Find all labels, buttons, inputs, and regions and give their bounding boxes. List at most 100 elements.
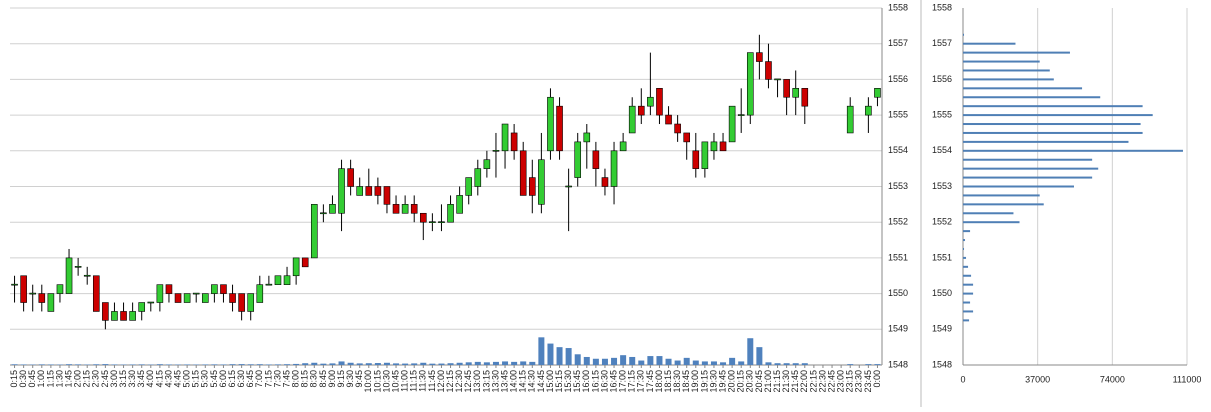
volume-bar: [602, 359, 608, 365]
candle-body: [266, 284, 272, 285]
y-tick-label: 1548: [932, 359, 952, 369]
candle-body: [21, 276, 27, 303]
volume-bar: [248, 364, 254, 365]
profile-bar: [963, 78, 1054, 80]
volume-bar: [738, 361, 744, 365]
volume-bar: [638, 361, 644, 365]
volume-bar: [538, 337, 544, 365]
profile-bar: [963, 43, 1015, 45]
y-tick-label: 1553: [932, 181, 952, 191]
profile-bar: [963, 150, 1183, 152]
candle-body: [75, 266, 81, 267]
volume-bar: [729, 358, 735, 365]
volume-bar: [684, 358, 690, 365]
profile-bar: [963, 284, 973, 286]
candle-body: [384, 187, 390, 205]
volume-bar: [765, 362, 771, 365]
candle-body: [538, 160, 544, 205]
candle-body: [638, 106, 644, 115]
candle-body: [57, 285, 63, 294]
candle-body: [302, 258, 308, 267]
profile-bar: [963, 159, 1092, 161]
candle-body: [666, 115, 672, 124]
volume-bar: [484, 362, 490, 365]
volume-bar: [575, 354, 581, 365]
candle-body: [847, 106, 853, 133]
volume-bar: [420, 363, 426, 365]
volume-bar: [39, 364, 45, 365]
y-tick-label: 1550: [932, 288, 952, 298]
candle-body: [166, 285, 172, 294]
candle-body: [484, 160, 490, 169]
candle-body: [293, 258, 299, 276]
profile-bar: [963, 293, 973, 295]
y-tick-label: 1551: [932, 252, 952, 262]
volume-bar: [111, 364, 117, 365]
candle-body: [729, 106, 735, 142]
volume-bar: [775, 363, 781, 365]
candle-body: [357, 187, 363, 196]
candle-body: [175, 294, 181, 303]
volume-bar: [756, 347, 762, 365]
y-tick-label: 1554: [932, 145, 952, 155]
x-tick-label: 37000: [1025, 374, 1050, 384]
candle-body: [457, 195, 463, 213]
y-tick-label: 1548: [888, 359, 908, 369]
volume-bar: [547, 344, 553, 365]
candle-body: [720, 142, 726, 151]
volume-bar: [747, 338, 753, 365]
y-tick-label: 1558: [888, 2, 908, 12]
y-tick-label: 1550: [888, 288, 908, 298]
volume-bar: [629, 357, 635, 365]
volume-bar: [393, 363, 399, 365]
volume-bar: [348, 363, 354, 365]
profile-bar: [963, 239, 965, 241]
candle-body: [429, 222, 435, 223]
volume-bar: [293, 364, 299, 365]
candle-body: [502, 124, 508, 151]
x-tick-label: 74000: [1100, 374, 1125, 384]
profile-bar: [963, 34, 964, 36]
volume-bar: [366, 363, 372, 365]
profile-bar: [963, 194, 1040, 196]
candle-body: [30, 293, 36, 294]
volume-bar: [620, 355, 626, 365]
profile-bar: [963, 203, 1044, 205]
profile-bar: [963, 123, 1141, 125]
candle-body: [520, 151, 526, 196]
candle-body: [111, 311, 117, 320]
candle-body: [157, 285, 163, 303]
candle-body: [611, 151, 617, 187]
y-tick-label: 1549: [932, 324, 952, 334]
candle-body: [593, 151, 599, 169]
profile-bar: [963, 221, 1020, 223]
y-tick-label: 1556: [932, 74, 952, 84]
y-tick-label: 1552: [888, 217, 908, 227]
y-tick-label: 1552: [932, 217, 952, 227]
y-tick-label: 1553: [888, 181, 908, 191]
volume-bar: [457, 363, 463, 365]
profile-bar: [963, 141, 1128, 143]
candle-body: [475, 169, 481, 187]
candle-body: [339, 169, 345, 214]
y-tick-label: 1549: [888, 324, 908, 334]
candle-body: [684, 133, 690, 142]
y-tick-label: 1551: [888, 252, 908, 262]
profile-bar: [963, 61, 1040, 63]
candle-body: [329, 204, 335, 213]
candle-body: [784, 79, 790, 97]
volume-bar: [411, 363, 417, 365]
candle-body: [348, 169, 354, 187]
candle-body: [211, 285, 217, 294]
profile-bar: [963, 310, 973, 312]
candle-body: [547, 97, 553, 151]
volume-bar: [66, 364, 72, 365]
y-tick-label: 1558: [932, 2, 952, 12]
y-tick-label: 1556: [888, 74, 908, 84]
volume-bar: [429, 364, 435, 365]
y-tick-label: 1555: [888, 109, 908, 119]
volume-bar: [511, 362, 517, 365]
candle-body: [320, 213, 326, 214]
profile-bar: [963, 52, 1070, 54]
